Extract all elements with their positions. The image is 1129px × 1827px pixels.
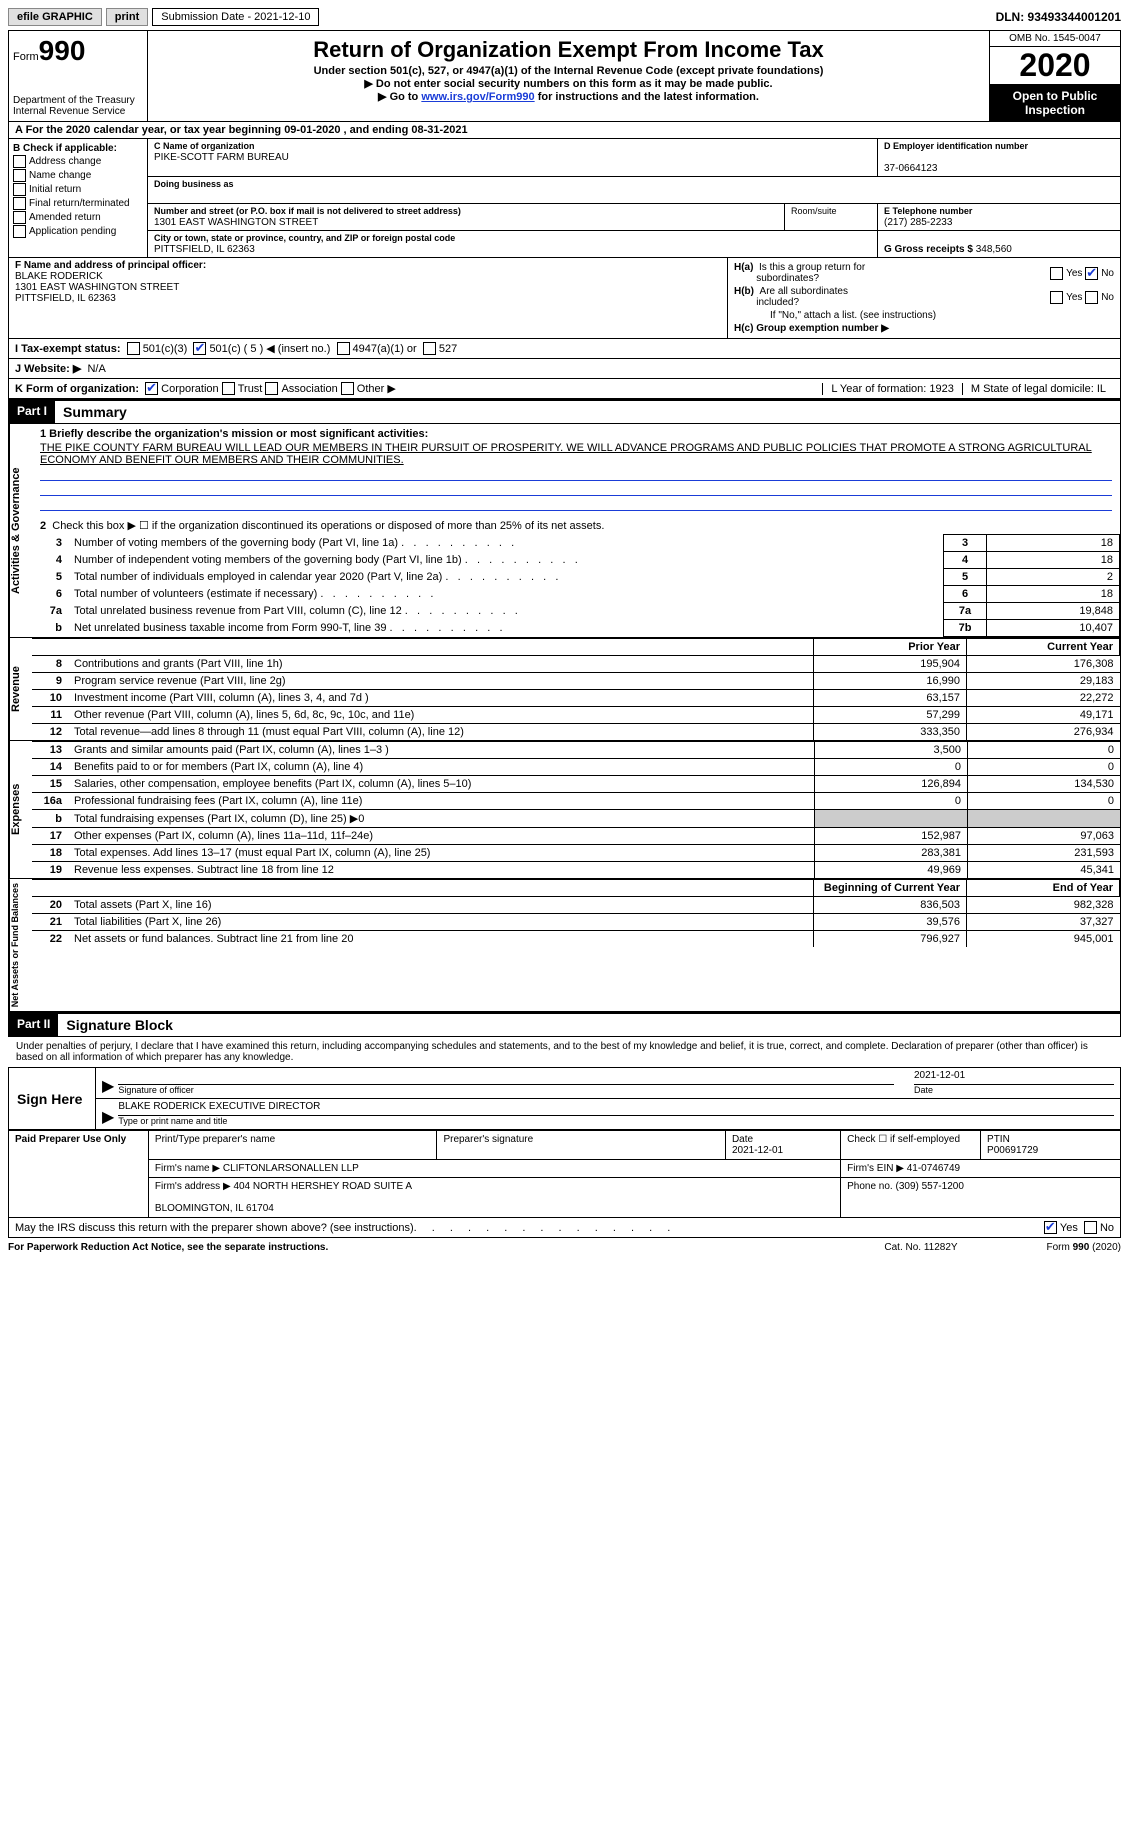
vlabel-expenses: Expenses	[9, 741, 32, 878]
expenses-table: 13Grants and similar amounts paid (Part …	[32, 741, 1120, 878]
part-ii-header: Part II	[9, 1014, 58, 1036]
telephone: (217) 285-2233	[884, 217, 952, 228]
gross-receipts: 348,560	[976, 244, 1012, 255]
dept-label: Department of the Treasury Internal Reve…	[13, 95, 143, 117]
vlabel-netassets: Net Assets or Fund Balances	[9, 879, 32, 1011]
print-button[interactable]: print	[106, 8, 148, 26]
org-name: PIKE-SCOTT FARM BUREAU	[154, 152, 289, 163]
submission-date: Submission Date - 2021-12-10	[152, 8, 319, 26]
row-j-website: J Website: ▶ N/A	[8, 359, 1121, 379]
street: 1301 EAST WASHINGTON STREET	[154, 217, 318, 228]
officer-name: BLAKE RODERICK	[15, 271, 103, 282]
preparer-table: Paid Preparer Use Only Print/Type prepar…	[8, 1130, 1121, 1218]
subtitle-1: Under section 501(c), 527, or 4947(a)(1)…	[152, 65, 985, 77]
netassets-table: Beginning of Current YearEnd of Year20To…	[32, 879, 1120, 947]
part-i-header: Part I	[9, 401, 55, 423]
dln: DLN: 93493344001201	[996, 10, 1121, 24]
year-formation: L Year of formation: 1923	[822, 383, 962, 395]
row-a-tax-year: A For the 2020 calendar year, or tax yea…	[8, 122, 1121, 139]
identity-block: B Check if applicable: Address change Na…	[8, 139, 1121, 258]
mission-label: 1 Briefly describe the organization's mi…	[40, 428, 428, 440]
form-number: Form990	[13, 35, 143, 67]
row-i-tax-status: I Tax-exempt status: 501(c)(3) 501(c) ( …	[8, 339, 1121, 359]
tax-year: 2020	[990, 47, 1120, 84]
efile-label: efile GRAPHIC	[8, 8, 102, 26]
vlabel-governance: Activities & Governance	[9, 424, 32, 637]
row-k-form-org: K Form of organization: Corporation Trus…	[8, 379, 1121, 399]
mission-text: THE PIKE COUNTY FARM BUREAU WILL LEAD OU…	[40, 442, 1112, 466]
subtitle-2: ▶ Do not enter social security numbers o…	[152, 77, 985, 90]
page-footer: For Paperwork Reduction Act Notice, see …	[8, 1242, 1121, 1253]
open-inspection: Open to Public Inspection	[990, 85, 1120, 121]
col-b-checkboxes: B Check if applicable: Address change Na…	[9, 139, 148, 257]
sign-here-label: Sign Here	[9, 1068, 96, 1129]
firm-phone: (309) 557-1200	[896, 1181, 964, 1192]
paid-preparer-label: Paid Preparer Use Only	[9, 1131, 149, 1218]
officer-group-block: F Name and address of principal officer:…	[8, 258, 1121, 339]
firm-name: CLIFTONLARSONALLEN LLP	[223, 1163, 359, 1174]
ein: 37-0664123	[884, 163, 937, 174]
state-domicile: M State of legal domicile: IL	[962, 383, 1114, 395]
city: PITTSFIELD, IL 62363	[154, 244, 255, 255]
omb-number: OMB No. 1545-0047	[990, 31, 1120, 47]
sig-intro: Under penalties of perjury, I declare th…	[8, 1037, 1121, 1067]
vlabel-revenue: Revenue	[9, 638, 32, 740]
firm-ein: 41-0746749	[907, 1163, 960, 1174]
form-title: Return of Organization Exempt From Incom…	[152, 37, 985, 63]
governance-table: 3Number of voting members of the governi…	[32, 534, 1120, 637]
ptin: P00691729	[987, 1145, 1038, 1156]
irs-link[interactable]: www.irs.gov/Form990	[421, 91, 534, 103]
form-header: Form990 Department of the Treasury Inter…	[8, 30, 1121, 122]
officer-sig-name: BLAKE RODERICK EXECUTIVE DIRECTOR	[118, 1101, 320, 1112]
revenue-table: Prior YearCurrent Year8Contributions and…	[32, 638, 1120, 740]
top-bar: efile GRAPHIC print Submission Date - 20…	[8, 8, 1121, 26]
discuss-question: May the IRS discuss this return with the…	[15, 1222, 414, 1234]
subtitle-3: ▶ Go to www.irs.gov/Form990 for instruct…	[152, 90, 985, 103]
